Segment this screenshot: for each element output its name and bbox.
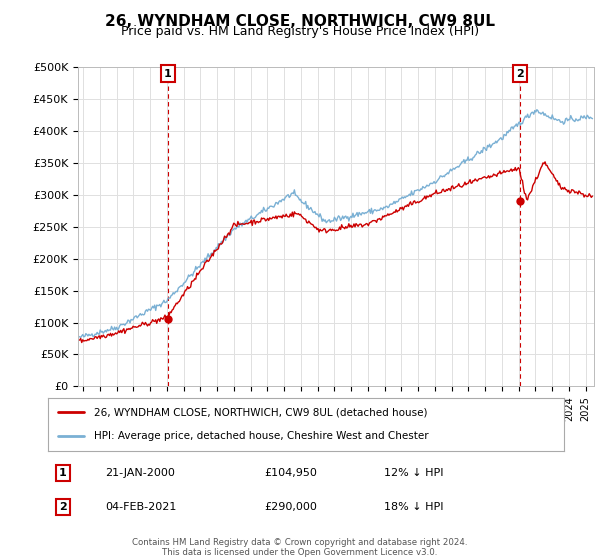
- Text: £290,000: £290,000: [264, 502, 317, 512]
- Text: 21-JAN-2000: 21-JAN-2000: [105, 468, 175, 478]
- Text: 1: 1: [59, 468, 67, 478]
- Text: 1: 1: [164, 68, 172, 78]
- Text: 04-FEB-2021: 04-FEB-2021: [105, 502, 176, 512]
- Text: 2: 2: [516, 68, 524, 78]
- Text: 12% ↓ HPI: 12% ↓ HPI: [384, 468, 443, 478]
- Text: 26, WYNDHAM CLOSE, NORTHWICH, CW9 8UL (detached house): 26, WYNDHAM CLOSE, NORTHWICH, CW9 8UL (d…: [94, 408, 428, 418]
- Text: Contains HM Land Registry data © Crown copyright and database right 2024.
This d: Contains HM Land Registry data © Crown c…: [132, 538, 468, 557]
- Text: £104,950: £104,950: [264, 468, 317, 478]
- Text: 2: 2: [59, 502, 67, 512]
- Text: 18% ↓ HPI: 18% ↓ HPI: [384, 502, 443, 512]
- Text: HPI: Average price, detached house, Cheshire West and Chester: HPI: Average price, detached house, Ches…: [94, 431, 429, 441]
- Text: 26, WYNDHAM CLOSE, NORTHWICH, CW9 8UL: 26, WYNDHAM CLOSE, NORTHWICH, CW9 8UL: [105, 14, 495, 29]
- Text: Price paid vs. HM Land Registry's House Price Index (HPI): Price paid vs. HM Land Registry's House …: [121, 25, 479, 38]
